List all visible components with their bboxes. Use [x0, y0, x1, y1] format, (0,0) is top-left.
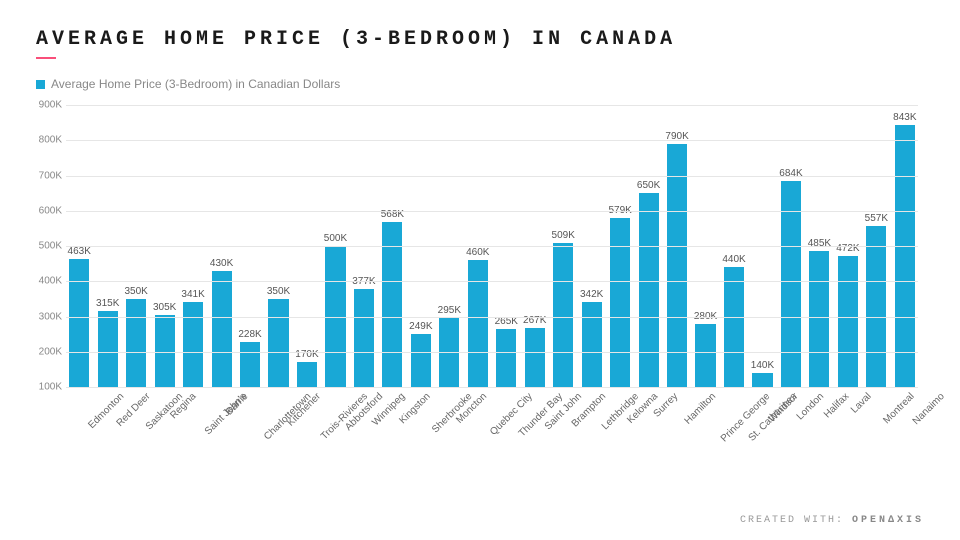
bar-value-label: 843K	[893, 112, 916, 123]
bar	[268, 299, 288, 387]
x-axis-label: London	[795, 391, 826, 422]
y-tick-label: 400K	[39, 276, 62, 287]
gridline	[66, 211, 918, 212]
chart-container: AVERAGE HOME PRICE (3-BEDROOM) IN CANADA…	[0, 0, 960, 540]
gridline	[66, 246, 918, 247]
plot-area: 463KEdmonton315KRed Deer350KSaskatoon305…	[66, 105, 918, 387]
bar-value-label: 341K	[181, 289, 204, 300]
bar	[126, 299, 146, 387]
y-tick-label: 700K	[39, 170, 62, 181]
title-accent	[36, 57, 56, 59]
chart-area: 100K200K300K400K500K600K700K800K900K 463…	[66, 105, 918, 435]
y-tick-label: 800K	[39, 135, 62, 146]
x-axis-label: Hamilton	[683, 391, 719, 427]
bar	[695, 324, 715, 387]
x-axis-label: Windsor	[767, 391, 801, 425]
legend-label: Average Home Price (3-Bedroom) in Canadi…	[51, 77, 340, 91]
bar-value-label: 140K	[751, 360, 774, 371]
x-axis-label: Halifax	[822, 391, 851, 420]
y-tick-label: 600K	[39, 205, 62, 216]
bar	[895, 125, 915, 387]
y-tick-label: 100K	[39, 382, 62, 393]
bar-value-label: 315K	[96, 298, 119, 309]
bar-value-label: 557K	[865, 213, 888, 224]
bar	[183, 302, 203, 387]
bar-value-label: 305K	[153, 302, 176, 313]
bar-value-label: 350K	[124, 286, 147, 297]
bar	[411, 334, 431, 387]
chart-title: AVERAGE HOME PRICE (3-BEDROOM) IN CANADA	[36, 28, 924, 51]
y-tick-label: 900K	[39, 100, 62, 111]
y-axis: 100K200K300K400K500K600K700K800K900K	[32, 105, 66, 387]
bar-value-label: 295K	[438, 305, 461, 316]
y-tick-label: 200K	[39, 346, 62, 357]
y-tick-label: 300K	[39, 311, 62, 322]
bar	[724, 267, 744, 387]
bar-value-label: 228K	[238, 329, 261, 340]
bar	[639, 193, 659, 387]
x-axis-label: Laval	[849, 391, 874, 416]
bar	[582, 302, 602, 387]
gridline	[66, 281, 918, 282]
bar	[809, 251, 829, 387]
gridline	[66, 140, 918, 141]
bar-value-label: 650K	[637, 180, 660, 191]
bar	[212, 271, 232, 387]
bar	[866, 226, 886, 387]
bar-value-label: 472K	[836, 243, 859, 254]
bar-value-label: 500K	[324, 233, 347, 244]
gridline	[66, 317, 918, 318]
gridline	[66, 387, 918, 388]
bar	[667, 144, 687, 387]
bar-value-label: 463K	[68, 246, 91, 257]
footer-brand: OPEN∆XIS	[852, 515, 924, 526]
legend: Average Home Price (3-Bedroom) in Canadi…	[36, 77, 924, 91]
footer-prefix: CREATED WITH:	[740, 515, 844, 526]
bar-value-label: 684K	[779, 168, 802, 179]
bar	[610, 218, 630, 387]
gridline	[66, 352, 918, 353]
bar	[297, 362, 317, 387]
bar	[781, 181, 801, 387]
y-tick-label: 500K	[39, 241, 62, 252]
bar-value-label: 440K	[722, 254, 745, 265]
bar	[752, 373, 772, 387]
footer-attribution: CREATED WITH: OPEN∆XIS	[740, 515, 924, 526]
bar	[240, 342, 260, 387]
bar-value-label: 249K	[409, 321, 432, 332]
gridline	[66, 105, 918, 106]
bar-value-label: 350K	[267, 286, 290, 297]
legend-marker-icon	[36, 80, 45, 89]
bar-value-label: 509K	[552, 230, 575, 241]
bar	[525, 328, 545, 387]
x-axis-label: Barrie	[223, 391, 250, 418]
bar-value-label: 430K	[210, 258, 233, 269]
bar	[354, 289, 374, 387]
bar-value-label: 342K	[580, 289, 603, 300]
bar	[98, 311, 118, 387]
bar	[468, 260, 488, 387]
gridline	[66, 176, 918, 177]
bar	[69, 259, 89, 387]
bar	[553, 243, 573, 387]
bar-value-label: 460K	[466, 247, 489, 258]
bar	[496, 329, 516, 387]
bar-value-label: 485K	[808, 238, 831, 249]
bar	[838, 256, 858, 387]
x-axis-label: Nanaimo	[911, 391, 947, 427]
